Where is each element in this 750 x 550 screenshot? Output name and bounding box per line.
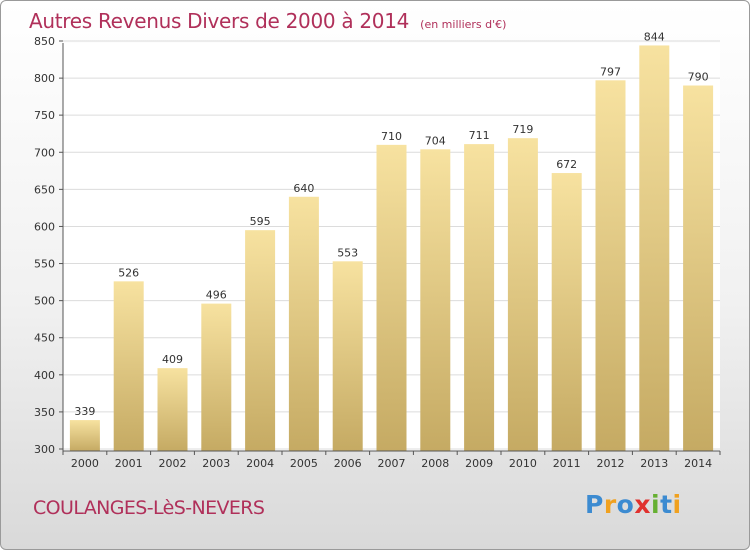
x-tick-label: 2001 bbox=[115, 457, 143, 470]
x-tick-label: 2013 bbox=[640, 457, 668, 470]
title-block: Autres Revenus Divers de 2000 à 2014 (en… bbox=[29, 9, 506, 33]
data-label: 496 bbox=[206, 289, 227, 302]
data-label: 797 bbox=[600, 65, 621, 78]
x-tick-label: 2012 bbox=[597, 457, 625, 470]
data-label: 553 bbox=[337, 246, 358, 259]
x-tick-label: 2006 bbox=[334, 457, 362, 470]
y-tick-label: 750 bbox=[34, 109, 55, 122]
bar-2010 bbox=[507, 138, 538, 452]
logo-letter: t bbox=[660, 490, 673, 519]
bar-2002 bbox=[157, 368, 188, 451]
x-tick-label: 2014 bbox=[684, 457, 712, 470]
bar-2001 bbox=[113, 281, 144, 451]
logo-letter: P bbox=[585, 490, 604, 519]
chart-title: Autres Revenus Divers de 2000 à 2014 bbox=[29, 9, 410, 33]
x-tick-label: 2007 bbox=[378, 457, 406, 470]
location-name: COULANGES-LèS-NEVERS bbox=[33, 497, 265, 519]
x-tick-label: 2004 bbox=[246, 457, 274, 470]
x-tick-label: 2005 bbox=[290, 457, 318, 470]
x-tick-label: 2002 bbox=[159, 457, 187, 470]
y-tick-label: 500 bbox=[34, 295, 55, 308]
y-tick-label: 800 bbox=[34, 72, 55, 85]
logo-letter: o bbox=[616, 490, 635, 519]
data-label: 409 bbox=[162, 353, 183, 366]
bar-2009 bbox=[464, 144, 495, 451]
y-tick-label: 450 bbox=[34, 332, 55, 345]
x-tick-label: 2009 bbox=[465, 457, 493, 470]
logo-letter: r bbox=[603, 490, 617, 519]
chart-subtitle: (en milliers d'€) bbox=[420, 18, 507, 31]
data-label: 339 bbox=[74, 405, 95, 418]
data-label: 672 bbox=[556, 158, 577, 171]
bar-2013 bbox=[639, 45, 670, 452]
data-label: 844 bbox=[644, 30, 665, 43]
y-tick-label: 350 bbox=[34, 406, 55, 419]
y-tick-label: 700 bbox=[34, 146, 55, 159]
y-tick-label: 850 bbox=[34, 35, 55, 48]
data-label: 719 bbox=[512, 123, 533, 136]
y-tick-label: 650 bbox=[34, 183, 55, 196]
bar-2003 bbox=[201, 303, 232, 451]
bar-2008 bbox=[420, 149, 451, 451]
data-label: 595 bbox=[250, 215, 271, 228]
logo-letter: i bbox=[651, 490, 661, 519]
data-label: 790 bbox=[688, 71, 709, 84]
x-tick-label: 2000 bbox=[71, 457, 99, 470]
logo-letter: x bbox=[634, 490, 651, 519]
x-tick-label: 2010 bbox=[509, 457, 537, 470]
data-label: 710 bbox=[381, 130, 402, 143]
y-tick-label: 600 bbox=[34, 220, 55, 233]
proxiti-logo: Proxiti bbox=[585, 490, 682, 519]
data-label: 526 bbox=[118, 266, 139, 279]
y-tick-label: 550 bbox=[34, 258, 55, 271]
bar-2014 bbox=[683, 85, 714, 451]
bar-2000 bbox=[69, 420, 100, 451]
bar-2006 bbox=[332, 261, 363, 451]
x-tick-label: 2003 bbox=[202, 457, 230, 470]
bar-2007 bbox=[376, 144, 407, 451]
y-tick-label: 300 bbox=[34, 443, 55, 456]
x-tick-label: 2011 bbox=[553, 457, 581, 470]
bar-2012 bbox=[595, 80, 626, 452]
bar-2005 bbox=[288, 196, 319, 451]
data-label: 711 bbox=[469, 129, 490, 142]
x-tick-label: 2008 bbox=[421, 457, 449, 470]
logo-letter: i bbox=[672, 490, 682, 519]
data-label: 640 bbox=[293, 182, 314, 195]
bar-2004 bbox=[245, 230, 276, 451]
bar-2011 bbox=[551, 173, 582, 451]
y-tick-label: 400 bbox=[34, 369, 55, 382]
data-label: 704 bbox=[425, 134, 446, 147]
